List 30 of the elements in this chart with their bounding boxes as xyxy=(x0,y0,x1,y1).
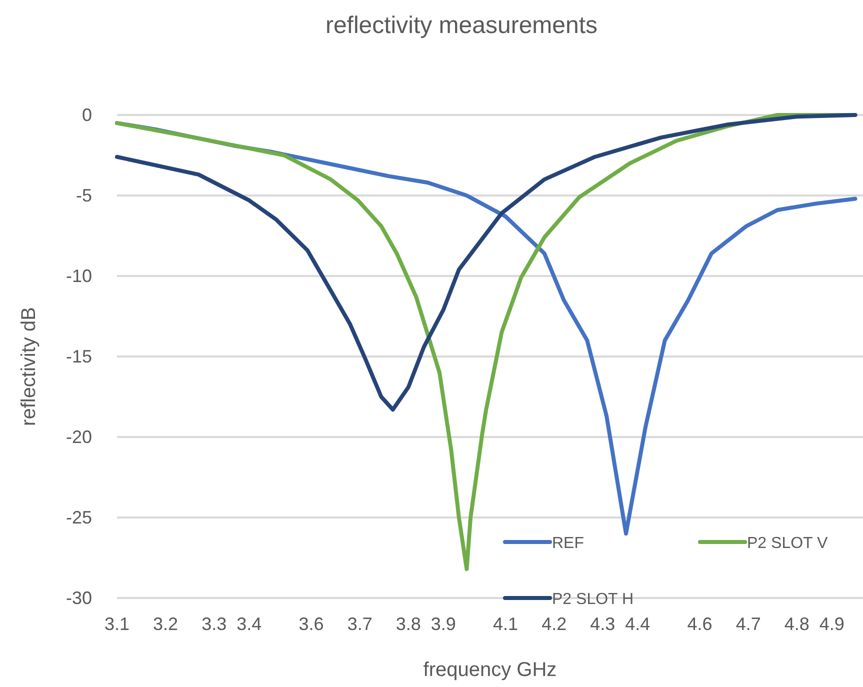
x-tick-label: 4.9 xyxy=(819,614,844,634)
x-tick-label: 4.4 xyxy=(625,614,650,634)
x-tick-label: 3.6 xyxy=(298,614,324,634)
y-tick-label: -15 xyxy=(66,346,92,366)
x-axis-title: frequency GHz xyxy=(423,659,557,681)
line-series xyxy=(115,113,858,412)
y-tick-label: 0 xyxy=(82,105,92,125)
legend-label: P2 SLOT V xyxy=(747,535,828,552)
x-tick-label: 4.3 xyxy=(590,614,616,634)
x-tick-label: 3.9 xyxy=(430,614,456,634)
x-tick-label: 4.6 xyxy=(687,614,712,634)
y-tick-label: -20 xyxy=(66,427,92,447)
legend-label: P2 SLOT H xyxy=(552,591,634,608)
y-tick-label: -30 xyxy=(66,588,92,608)
chart-title: reflectivity measurements xyxy=(325,12,598,39)
y-axis-title: reflectivity dB xyxy=(18,307,40,426)
x-tick-label: 3.3 xyxy=(202,614,227,634)
y-tick-label: -10 xyxy=(66,266,92,286)
x-tick-label: 4.2 xyxy=(542,614,567,634)
x-tick-label: 4.1 xyxy=(493,614,518,634)
x-tick-label: 4.7 xyxy=(736,614,761,634)
x-tick-label: 3.7 xyxy=(347,614,372,634)
x-tick-label: 3.8 xyxy=(396,614,421,634)
y-tick-label: -5 xyxy=(76,186,92,206)
legend-label: REF xyxy=(552,535,584,552)
x-tick-label: 3.4 xyxy=(236,614,262,634)
y-tick-label: -25 xyxy=(66,508,92,528)
x-tick-label: 4.8 xyxy=(784,614,810,634)
x-tick-label: 3.1 xyxy=(104,614,130,634)
x-tick-label: 3.2 xyxy=(153,614,178,634)
